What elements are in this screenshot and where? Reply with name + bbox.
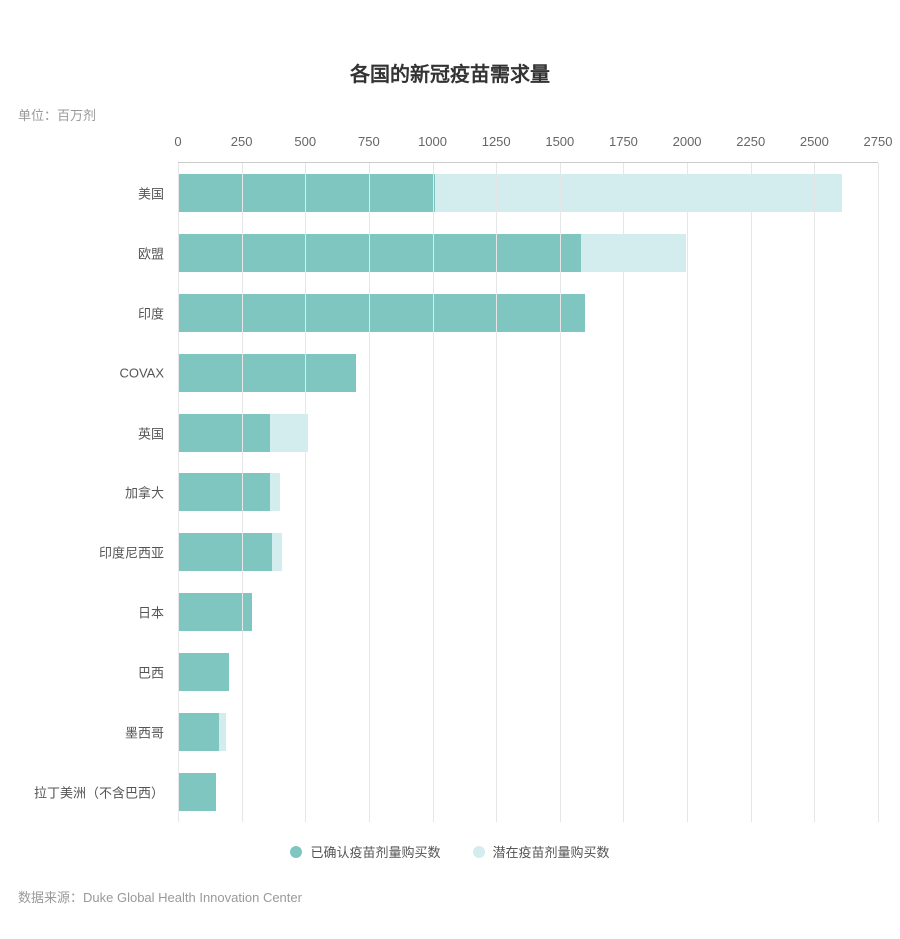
gridline — [496, 163, 497, 822]
bar-segment — [178, 713, 219, 751]
unit-label: 单位：百万剂 — [18, 105, 900, 124]
gridline — [242, 163, 243, 822]
bar-stack — [178, 533, 282, 571]
category-label: 墨西哥 — [125, 723, 178, 742]
bar-segment — [178, 294, 585, 332]
category-label: 巴西 — [138, 663, 178, 682]
category-label: COVAX — [119, 365, 178, 380]
bar-stack — [178, 174, 842, 212]
bar-row: 欧盟 — [178, 223, 878, 283]
bar-segment — [178, 354, 356, 392]
bar-segment — [219, 713, 227, 751]
gridline — [560, 163, 561, 822]
bar-row: 拉丁美洲（不含巴西） — [178, 762, 878, 822]
bar-stack — [178, 773, 216, 811]
legend: 已确认疫苗剂量购买数 潜在疫苗剂量购买数 — [0, 842, 900, 861]
category-label: 印度 — [138, 303, 178, 322]
bar-row: 印度尼西亚 — [178, 522, 878, 582]
legend-item: 已确认疫苗剂量购买数 — [290, 842, 440, 861]
gridline — [814, 163, 815, 822]
source-label: 数据来源：Duke Global Health Innovation Cente… — [18, 887, 900, 906]
gridline — [623, 163, 624, 822]
bar-row: 英国 — [178, 403, 878, 463]
category-label: 英国 — [138, 423, 178, 442]
gridline — [178, 163, 179, 822]
bar-segment — [270, 473, 280, 511]
chart-area: 0250500750100012501500175020002250250027… — [18, 134, 882, 822]
bar-segment — [581, 234, 685, 272]
x-tick-label: 750 — [358, 134, 380, 149]
plot-area: 美国欧盟印度COVAX英国加拿大印度尼西亚日本巴西墨西哥拉丁美洲（不含巴西） — [178, 162, 878, 822]
legend-swatch — [473, 846, 485, 858]
bar-row: 印度 — [178, 283, 878, 343]
gridline — [687, 163, 688, 822]
category-label: 印度尼西亚 — [99, 543, 178, 562]
category-label: 欧盟 — [138, 243, 178, 262]
bar-segment — [270, 414, 308, 452]
bar-segment — [178, 533, 272, 571]
bar-segment — [178, 234, 581, 272]
bar-row: COVAX — [178, 343, 878, 403]
legend-label: 潜在疫苗剂量购买数 — [493, 842, 610, 861]
gridline — [878, 163, 879, 822]
bar-segment — [272, 533, 282, 571]
gridline — [305, 163, 306, 822]
bar-row: 巴西 — [178, 642, 878, 702]
x-tick-label: 1250 — [482, 134, 511, 149]
bar-rows: 美国欧盟印度COVAX英国加拿大印度尼西亚日本巴西墨西哥拉丁美洲（不含巴西） — [178, 163, 878, 822]
x-axis-labels: 0250500750100012501500175020002250250027… — [178, 134, 878, 162]
bar-stack — [178, 354, 356, 392]
x-tick-label: 2500 — [800, 134, 829, 149]
bar-row: 加拿大 — [178, 463, 878, 523]
chart-title: 各国的新冠疫苗需求量 — [0, 58, 900, 87]
x-tick-label: 250 — [231, 134, 253, 149]
x-tick-label: 0 — [174, 134, 181, 149]
x-tick-label: 1500 — [545, 134, 574, 149]
x-tick-label: 1750 — [609, 134, 638, 149]
bar-stack — [178, 713, 226, 751]
legend-label: 已确认疫苗剂量购买数 — [310, 842, 440, 861]
category-label: 加拿大 — [125, 483, 178, 502]
x-tick-label: 2250 — [736, 134, 765, 149]
x-tick-label: 500 — [294, 134, 316, 149]
bar-segment — [178, 174, 435, 212]
bar-segment — [178, 473, 270, 511]
x-tick-label: 2750 — [864, 134, 893, 149]
legend-item: 潜在疫苗剂量购买数 — [473, 842, 610, 861]
gridline — [433, 163, 434, 822]
x-tick-label: 1000 — [418, 134, 447, 149]
bar-row: 美国 — [178, 163, 878, 223]
bar-stack — [178, 414, 308, 452]
gridline — [369, 163, 370, 822]
category-label: 拉丁美洲（不含巴西） — [34, 783, 178, 802]
category-label: 美国 — [138, 183, 178, 202]
bar-stack — [178, 653, 229, 691]
legend-swatch — [290, 846, 302, 858]
bar-row: 墨西哥 — [178, 702, 878, 762]
bar-stack — [178, 473, 280, 511]
gridline — [751, 163, 752, 822]
chart-container: 各国的新冠疫苗需求量 单位：百万剂 0 250 500 750 1000 1250 1500… — [0, 58, 900, 906]
bar-segment — [178, 773, 216, 811]
category-label: 日本 — [138, 603, 178, 622]
bar-segment — [178, 414, 270, 452]
x-tick-label: 2000 — [673, 134, 702, 149]
bar-row: 日本 — [178, 582, 878, 642]
bar-segment — [178, 653, 229, 691]
bar-stack — [178, 294, 585, 332]
